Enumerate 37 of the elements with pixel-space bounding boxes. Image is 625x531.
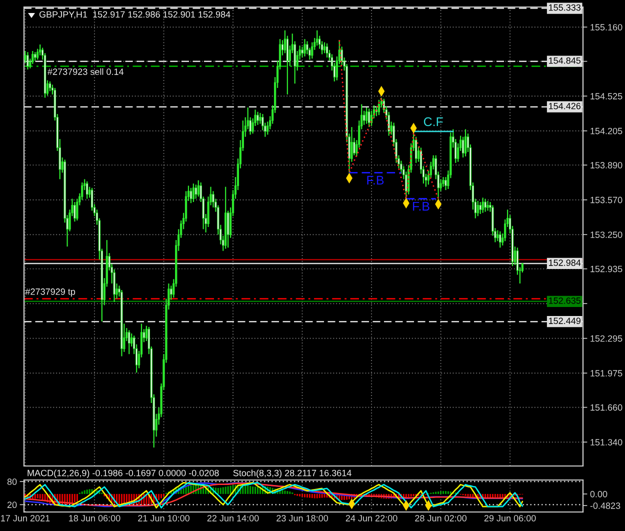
annotation: #2737929 tp: [25, 288, 76, 297]
y-tick-label: 153.570: [590, 196, 622, 204]
y-tick-label: 154.525: [590, 93, 622, 100]
y2-tick-label: 20: [7, 502, 17, 508]
chart-title: MACD(12,26,9) -0.1986 -0.1697 0.0000 -0.0208: [28, 470, 219, 478]
x-tick-label: 17 Jun 2021: [1, 515, 50, 522]
y-tick-label: 155.160: [590, 24, 622, 30]
ref-line-label: 152.635: [548, 297, 581, 304]
ref-line-label: 152.449: [548, 318, 580, 324]
y-tick-label: 151.975: [590, 370, 622, 376]
series-label: F.B: [412, 202, 430, 211]
ref-line-label: 152.984: [548, 260, 581, 266]
y-tick-label: 151.340: [590, 439, 622, 446]
y-tick-label: 151.660: [590, 404, 622, 411]
y-tick-label: -0.4823: [590, 502, 620, 509]
y-tick-label: 152.935: [590, 266, 622, 272]
ref-line-label: 154.426: [548, 102, 581, 110]
chart-subtitle: Stoch(8,3,3) 28.2117 16.3614: [233, 470, 352, 478]
x-tick-label: 18 Jun 06:00: [69, 515, 120, 522]
x-tick-label: 29 Jun 06:00: [484, 515, 536, 522]
series-label: C.F: [424, 117, 443, 126]
y-tick-label: 152.295: [590, 335, 622, 342]
x-tick-label: 28 Jun 02:00: [415, 515, 467, 522]
x-tick-label: 23 Jun 18:00: [276, 515, 328, 522]
annotation: #2737923 sell 0.14: [48, 68, 124, 75]
x-tick-label: 21 Jun 10:00: [138, 515, 190, 522]
y-tick-label: 0.00: [590, 490, 608, 498]
y-tick-label: 153.250: [590, 232, 622, 238]
series-label: F.B: [367, 176, 384, 185]
y2-tick-label: 80: [7, 478, 17, 485]
ref-line-label: 155.333: [548, 4, 581, 11]
x-tick-label: 24 Jun 22:00: [346, 515, 398, 522]
y-tick-label: 154.205: [590, 128, 622, 134]
y-tick-label: 153.890: [590, 162, 622, 168]
chart-title: GBPJPY,H1 152.917 152.986 152.901 152.984: [39, 11, 230, 19]
ref-line-label: 154.845: [548, 57, 581, 64]
x-tick-label: 22 Jun 14:00: [207, 515, 259, 522]
